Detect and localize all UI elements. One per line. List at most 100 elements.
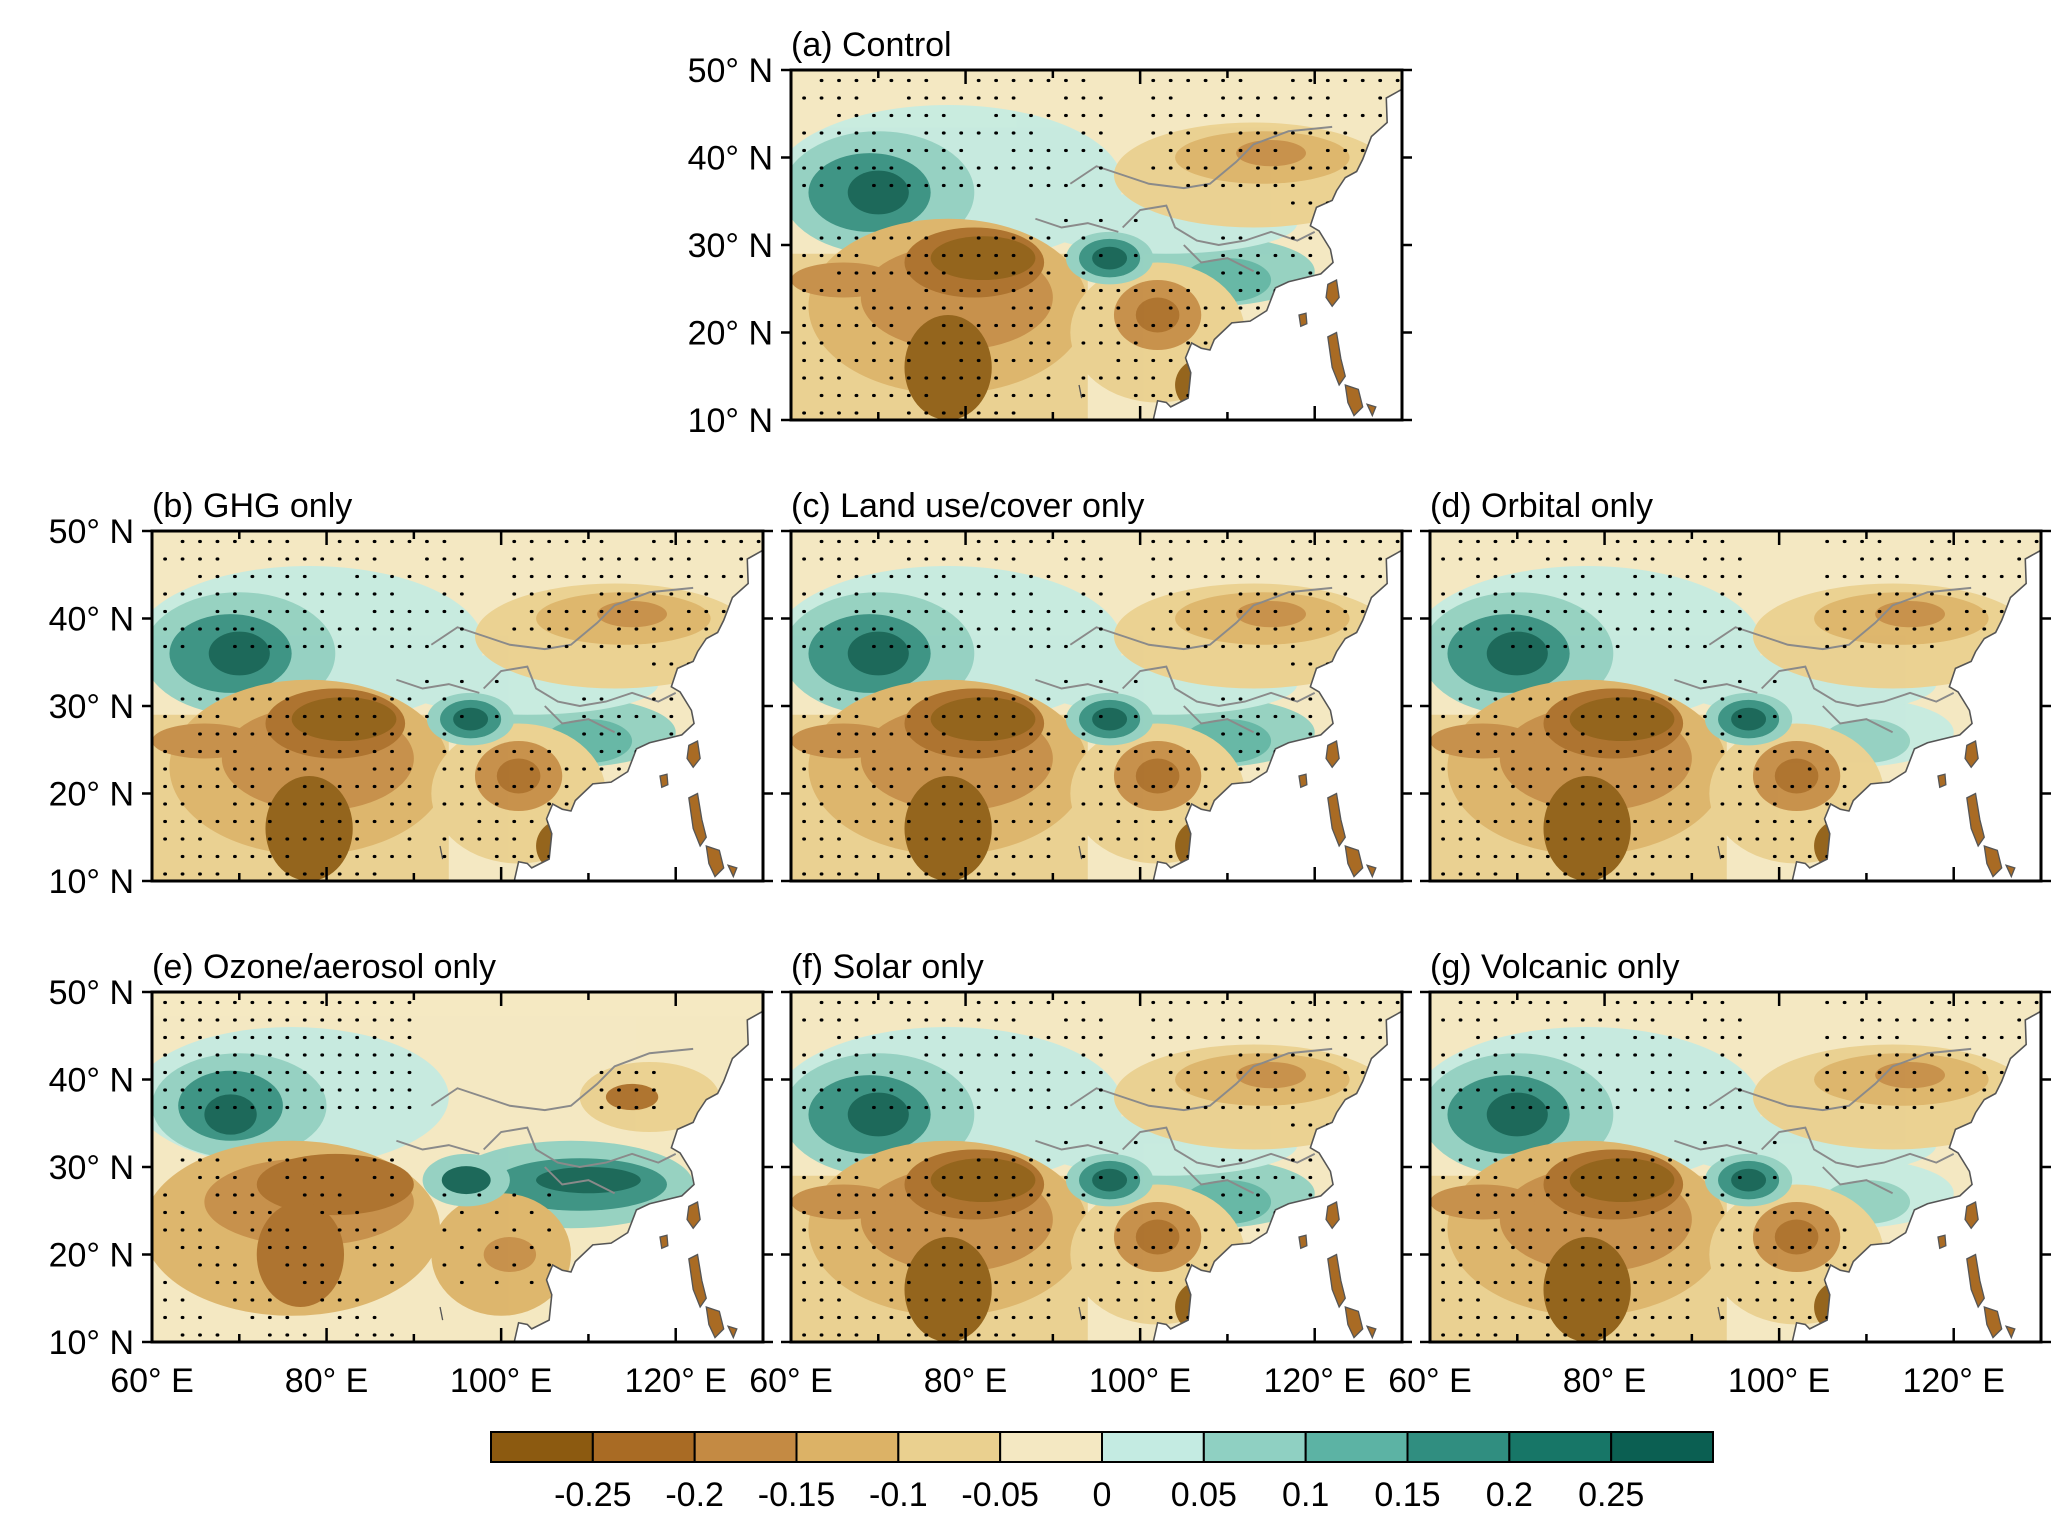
stipple-dot: [198, 732, 202, 736]
stipple-dot: [634, 644, 639, 649]
stipple-dot: [1511, 1228, 1515, 1232]
river: [1822, 1166, 1894, 1195]
stipple-dot: [1580, 1263, 1585, 1267]
stipple-dot: [872, 113, 876, 118]
stipple-dot: [906, 271, 911, 275]
stipple-dot: [1528, 854, 1533, 859]
contour-patch: [930, 697, 1036, 741]
stipple-dot: [1186, 802, 1191, 806]
stipple-dot: [1029, 1245, 1033, 1250]
stipple-dot: [819, 411, 824, 415]
stipple-dot: [250, 1070, 255, 1075]
stipple-dot: [1238, 557, 1243, 561]
river: [396, 678, 480, 694]
contour-patch: [256, 1153, 414, 1216]
stipple-dot: [889, 1193, 894, 1197]
stipple-dot: [872, 148, 876, 153]
island: [439, 1306, 444, 1321]
stipple-dot: [564, 644, 569, 649]
stipple-dot: [1929, 644, 1934, 649]
stipple-dot: [1790, 1210, 1795, 1215]
stipple-dot: [1895, 574, 1899, 579]
stipple-dot: [976, 236, 981, 240]
stipple-dot: [1081, 592, 1086, 596]
stipple-dot: [1098, 1018, 1103, 1022]
stipple-dot: [390, 1053, 394, 1057]
stipple-dot: [1633, 627, 1638, 631]
stipple-dot: [924, 1053, 929, 1057]
island: [1344, 1306, 1364, 1339]
stipple-dot: [1203, 183, 1208, 188]
stipple-dot: [1528, 1088, 1533, 1092]
stipple-dot: [1737, 784, 1742, 789]
stipple-dot: [1308, 539, 1313, 544]
stipple-dot: [302, 1000, 307, 1005]
stipple-dot: [994, 78, 999, 83]
stipple-dot: [1842, 1088, 1847, 1092]
stipple-dot: [1168, 1018, 1173, 1022]
stipple-dot: [1441, 1053, 1446, 1057]
stipple-dot: [1290, 1158, 1295, 1162]
panel-title: (f) Solar only: [791, 948, 984, 986]
stipple-dot: [941, 802, 946, 806]
stipple-dot: [372, 1333, 377, 1337]
stipple-dot: [994, 592, 999, 596]
stipple-dot: [337, 714, 342, 719]
stipple-dot: [634, 1070, 639, 1075]
colorbar-label: 0.2: [1486, 1476, 1533, 1514]
stipple-dot: [1221, 557, 1225, 561]
lon-label: 80° E: [1563, 1362, 1647, 1400]
stipple-dot: [837, 393, 841, 398]
contour-patch: [496, 758, 541, 794]
stipple-dot: [651, 1105, 656, 1110]
stipple-dot: [924, 376, 929, 380]
stipple-dot: [1290, 714, 1295, 719]
stipple-dot: [1458, 1315, 1463, 1320]
stipple-dot: [233, 1263, 237, 1267]
stipple-dot: [1877, 574, 1882, 579]
stipple-dot: [1633, 1245, 1638, 1250]
stipple-dot: [1273, 96, 1278, 100]
contour-patch: [1135, 758, 1180, 794]
stipple-dot: [1511, 1105, 1515, 1110]
stipple-dot: [1545, 1105, 1550, 1110]
stipple-dot: [1290, 78, 1295, 83]
stipple-dot: [1011, 609, 1016, 614]
stipple-dot: [302, 1175, 307, 1180]
stipple-dot: [1458, 1175, 1463, 1180]
stipple-dot: [1098, 1088, 1103, 1092]
stipple-dot: [1615, 627, 1620, 631]
stipple-dot: [1929, 1053, 1934, 1057]
stipple-dot: [1737, 1053, 1742, 1057]
stipple-dot: [872, 644, 876, 649]
stipple-dot: [355, 872, 360, 876]
stipple-dot: [994, 1245, 999, 1250]
stipple-dot: [1081, 183, 1086, 188]
anomaly-contours: [1430, 566, 2033, 881]
stipple-dot: [1308, 592, 1313, 596]
stipple-dot: [994, 732, 999, 736]
stipple-dot: [976, 1105, 981, 1110]
stipple-dot: [1528, 1315, 1533, 1320]
stipple-dot: [651, 662, 656, 666]
stipple-dot: [355, 749, 360, 754]
stipple-dot: [320, 1105, 325, 1110]
stipple-dot: [1615, 1053, 1620, 1057]
stipple-dot: [1772, 1175, 1777, 1180]
stipple-dot: [215, 697, 220, 701]
axis-ticks: [142, 529, 773, 883]
stipple-dot: [1325, 539, 1330, 544]
stipple-dot: [854, 1280, 859, 1285]
stipple-dot: [1343, 1088, 1348, 1092]
stipple-dot: [1186, 1263, 1191, 1267]
colorbar-box: [693, 1431, 798, 1463]
stipple-dot: [802, 1280, 807, 1285]
stipple-dot: [1168, 96, 1173, 100]
stipple-dot: [1493, 732, 1498, 736]
stipple-dot: [198, 784, 202, 789]
stipple-dot: [924, 393, 929, 398]
stipple-dot: [1098, 148, 1103, 153]
stipple-dot: [390, 592, 394, 596]
stipple-dot: [180, 557, 185, 561]
